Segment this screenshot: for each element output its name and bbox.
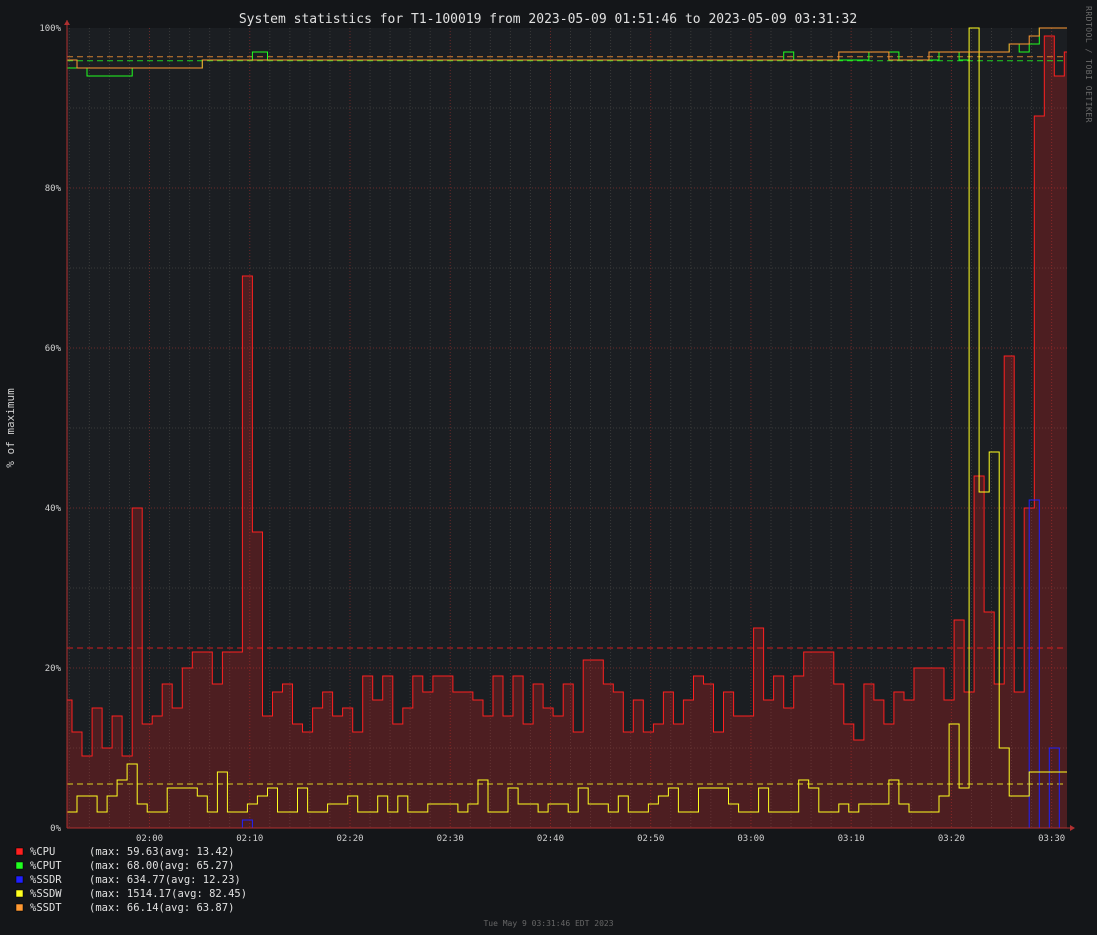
- legend-stats-ssdt: (max: 66.14(avg: 63.87): [89, 902, 234, 914]
- y-axis-title: % of maximum: [4, 388, 17, 468]
- watermark: RRDTOOL / TOBI OETIKER: [1084, 6, 1093, 123]
- grid: [67, 28, 1067, 828]
- y-tick-label: 40%: [45, 504, 62, 514]
- legend-swatch-cpu: [15, 847, 24, 856]
- area-fills: [67, 36, 1067, 828]
- y-tick-label: 80%: [45, 184, 62, 194]
- y-tick-label: 0%: [50, 824, 61, 834]
- y-tick-label: 100%: [39, 24, 61, 34]
- legend-stats-ssdr: (max: 634.77(avg: 12.23): [89, 874, 241, 886]
- x-tick-label: 02:50: [637, 834, 664, 844]
- x-tick-label: 02:30: [437, 834, 464, 844]
- legend-stats-cput: (max: 68.00(avg: 65.27): [89, 860, 234, 872]
- tick-labels: 0% 20% 40% 60% 80% 100% 02:00 02:10 02:20 02:30 02…: [39, 24, 1065, 844]
- x-axis-arrow: [1070, 825, 1075, 831]
- y-tick-label: 20%: [45, 664, 62, 674]
- plot-area: [67, 28, 1067, 828]
- series-line-cpu: [67, 35, 1067, 757]
- legend-name-cput: %CPUT: [30, 860, 62, 872]
- legend-swatch-ssdt: [15, 903, 24, 912]
- legend-swatch-ssdr: [15, 875, 24, 884]
- y-axis-arrow: [64, 20, 70, 25]
- legend: %CPU (max: 59.63(avg: 13.42) %CPUT (max: 68…: [15, 846, 247, 914]
- legend-name-ssdt: %SSDT: [30, 902, 62, 914]
- x-tick-label: 02:00: [136, 834, 163, 844]
- footer-timestamp: Tue May 9 03:31:46 EDT 2023: [483, 919, 614, 928]
- average-lines: [67, 56, 1067, 785]
- axes: [64, 20, 1075, 831]
- legend-swatch-ssdw: [15, 889, 24, 898]
- series-area-cpu: [67, 36, 1067, 828]
- x-tick-label: 03:00: [737, 834, 764, 844]
- x-tick-label: 02:40: [537, 834, 564, 844]
- x-tick-label: 03:10: [838, 834, 865, 844]
- x-tick-label: 02:20: [336, 834, 363, 844]
- legend-name-cpu: %CPU: [30, 846, 55, 858]
- series-line-ssdt: [67, 27, 1067, 69]
- y-tick-label: 60%: [45, 344, 62, 354]
- x-tick-label: 03:20: [938, 834, 965, 844]
- legend-stats-ssdw: (max: 1514.17(avg: 82.45): [89, 888, 247, 900]
- chart-title: System statistics for T1-100019 from 202…: [239, 12, 857, 27]
- series-line-ssdw: [67, 27, 1067, 813]
- legend-swatch-cput: [15, 861, 24, 870]
- x-tick-label: 02:10: [236, 834, 263, 844]
- x-tick-label: 03:30: [1038, 834, 1065, 844]
- legend-stats-cpu: (max: 59.63(avg: 13.42): [89, 846, 234, 858]
- legend-name-ssdr: %SSDR: [30, 874, 62, 886]
- legend-name-ssdw: %SSDW: [30, 888, 62, 900]
